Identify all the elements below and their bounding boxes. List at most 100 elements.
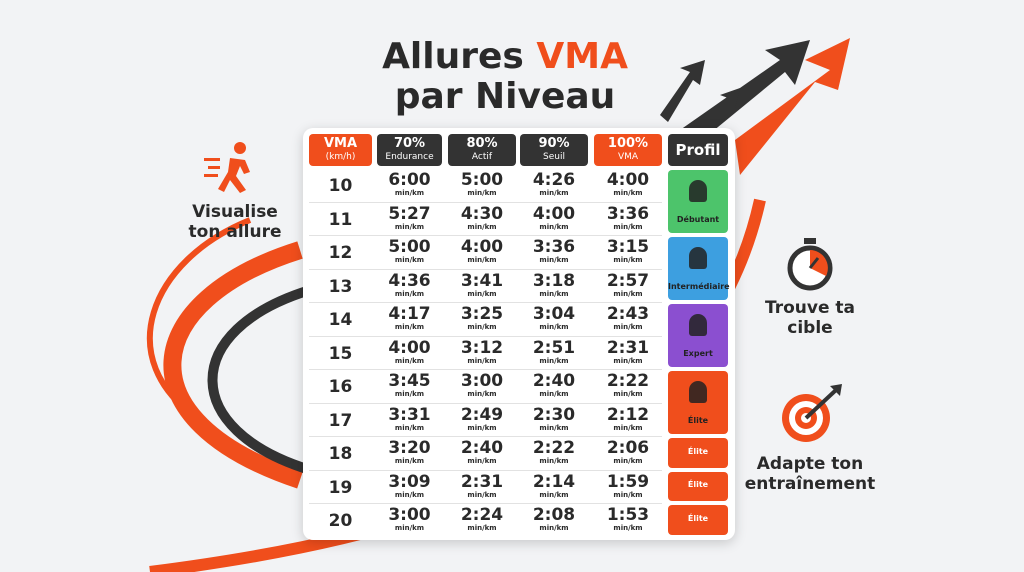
pace-unit: min/km bbox=[394, 256, 425, 264]
profile-cell: Débutant bbox=[668, 170, 728, 233]
pace-value: 2:57 bbox=[606, 270, 650, 291]
pace-value: 2:24 bbox=[460, 505, 504, 525]
profile-cell: Expert bbox=[668, 304, 728, 367]
pace-value: 1:59 bbox=[606, 471, 650, 492]
pace-value: 3:00 bbox=[460, 371, 504, 391]
vma-cell: 14 bbox=[328, 310, 353, 330]
vma-cell: 12 bbox=[328, 243, 353, 263]
profile-label: Intermédiaire bbox=[668, 282, 730, 291]
profile-label: Expert bbox=[683, 349, 713, 358]
profile-cell: Élite bbox=[668, 438, 728, 468]
profile-label: Élite bbox=[687, 513, 709, 523]
header-top: 70% bbox=[393, 136, 426, 151]
header-cell: 80% Actif bbox=[448, 134, 516, 166]
pace-value: 2:12 bbox=[606, 404, 650, 425]
pace-unit: min/km bbox=[467, 356, 497, 365]
pace-value: 3:18 bbox=[532, 270, 576, 291]
pace-unit: min/km bbox=[539, 390, 569, 398]
vma-cell: 10 bbox=[328, 176, 353, 196]
arrow bbox=[660, 60, 705, 122]
pace-unit: min/km bbox=[539, 222, 569, 231]
pace-value: 2:31 bbox=[460, 471, 504, 492]
pace-value: 3:12 bbox=[460, 337, 504, 358]
swoosh bbox=[146, 217, 252, 423]
arrow bbox=[710, 88, 740, 126]
vma-cell: 15 bbox=[328, 343, 353, 364]
side-text: Visualise ton allure bbox=[188, 202, 282, 242]
pace-value: 3:15 bbox=[606, 237, 650, 257]
side-text: Trouve ta cible bbox=[764, 298, 856, 338]
row-divider bbox=[309, 268, 662, 270]
pace-unit: min/km bbox=[613, 356, 643, 365]
arrow bbox=[735, 38, 850, 175]
swoosh bbox=[163, 241, 303, 489]
title-highlight: VMA bbox=[536, 36, 628, 77]
row-divider bbox=[309, 436, 662, 437]
pace-unit: min/km bbox=[613, 289, 643, 298]
pace-unit: min/km bbox=[613, 524, 643, 532]
header-cell: 90% Seuil bbox=[520, 134, 588, 166]
header-bottom: Actif bbox=[471, 152, 493, 162]
pace-unit: min/km bbox=[539, 524, 569, 532]
pace-value: 3:36 bbox=[606, 203, 650, 224]
header-bottom: (km/h) bbox=[325, 152, 356, 162]
pace-unit: min/km bbox=[394, 189, 425, 197]
pace-unit: min/km bbox=[539, 256, 569, 264]
pace-unit: min/km bbox=[394, 356, 425, 365]
pace-value: 6:00 bbox=[388, 170, 431, 190]
pace-value: 1:53 bbox=[606, 505, 650, 525]
profile-label: Élite bbox=[687, 416, 709, 425]
header-cell: VMA (km/h) bbox=[309, 134, 372, 166]
pace-value: 5:27 bbox=[388, 203, 431, 224]
row-divider bbox=[309, 469, 662, 471]
pace-value: 3:20 bbox=[388, 438, 431, 458]
profile-cell: Intermédiaire bbox=[668, 237, 730, 300]
row-divider bbox=[309, 235, 662, 236]
header-bottom: Endurance bbox=[385, 152, 434, 162]
title: Allures VMA bbox=[300, 36, 710, 77]
row-divider bbox=[309, 402, 662, 404]
profile-label: Élite bbox=[687, 480, 709, 490]
pace-table: VMA (km/h) 70% Endurance 80% Actif 90% Seuil 100… bbox=[303, 128, 735, 540]
pace-unit: min/km bbox=[467, 256, 497, 264]
pace-value: 4:17 bbox=[388, 304, 431, 324]
target-icon bbox=[782, 384, 842, 442]
profile-cell: Élite bbox=[668, 371, 728, 434]
pace-value: 5:00 bbox=[388, 237, 431, 257]
pace-value: 2:06 bbox=[606, 438, 650, 458]
pace-value: 2:08 bbox=[532, 505, 576, 525]
pace-value: 2:43 bbox=[606, 304, 650, 324]
vma-cell: 11 bbox=[328, 209, 353, 230]
pace-unit: min/km bbox=[539, 189, 569, 197]
pace-value: 3:25 bbox=[460, 304, 504, 324]
pace-unit: min/km bbox=[394, 457, 425, 465]
pace-unit: min/km bbox=[467, 289, 497, 298]
pace-unit: min/km bbox=[467, 390, 497, 398]
pace-unit: min/km bbox=[613, 490, 643, 499]
profile-icon bbox=[689, 179, 707, 202]
header-top: VMA bbox=[323, 136, 358, 151]
vma-cell: 20 bbox=[328, 511, 353, 531]
profile-cell: Élite bbox=[668, 505, 728, 535]
header-top: 80% bbox=[466, 136, 498, 151]
pace-unit: min/km bbox=[539, 289, 569, 298]
pace-unit: min/km bbox=[539, 490, 569, 499]
pace-unit: min/km bbox=[467, 323, 497, 331]
pace-unit: min/km bbox=[613, 222, 643, 231]
runner-icon bbox=[204, 142, 250, 193]
pace-unit: min/km bbox=[539, 356, 569, 365]
row-divider bbox=[309, 201, 662, 203]
title-text: Allures bbox=[382, 36, 524, 77]
pace-value: 4:36 bbox=[388, 270, 431, 291]
profile-cell: Élite bbox=[668, 471, 728, 501]
profile-icon bbox=[689, 380, 707, 403]
pace-value: 3:45 bbox=[388, 371, 431, 391]
pace-value: 3:00 bbox=[388, 505, 431, 525]
pace-unit: min/km bbox=[394, 423, 425, 432]
pace-unit: min/km bbox=[613, 256, 643, 264]
pace-unit: min/km bbox=[467, 524, 497, 532]
pace-value: 2:40 bbox=[532, 371, 576, 391]
pace-unit: min/km bbox=[613, 457, 643, 465]
row-divider bbox=[309, 503, 662, 504]
pace-unit: min/km bbox=[613, 189, 643, 197]
